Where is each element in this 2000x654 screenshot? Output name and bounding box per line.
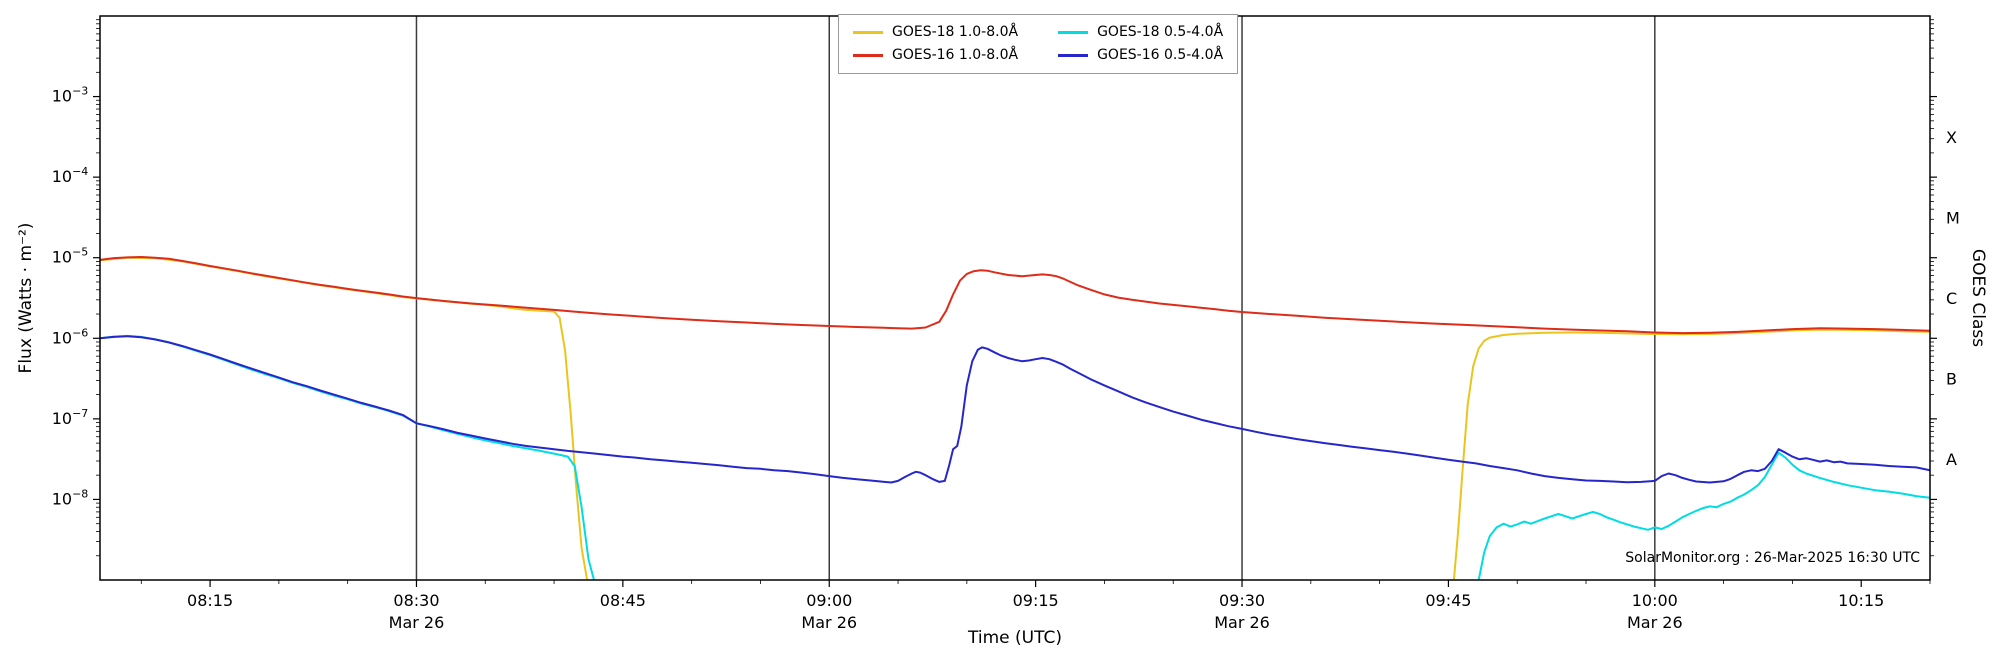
y-tick-label: 10−6	[52, 326, 89, 347]
goes-class-label: X	[1946, 128, 1957, 147]
goes-class-labels: X M C B A	[1946, 128, 1960, 469]
x-tick-label: 09:45	[1425, 591, 1471, 610]
x-tick-label: 10:00	[1632, 591, 1678, 610]
x-tick-label: 10:15	[1838, 591, 1884, 610]
date-label: Mar 26	[389, 613, 445, 632]
series-goes-16-1-0-8-0	[100, 256, 1930, 335]
x-tick-label: 08:15	[187, 591, 233, 610]
y-tick-label: 10−4	[52, 165, 89, 186]
series-segment	[100, 335, 1930, 484]
legend-line-swatch	[1058, 30, 1089, 34]
legend-item-goes-18-1-0-8-0: GOES-18 1.0-8.0Å	[853, 24, 1018, 40]
x-tick-label: 09:15	[1013, 591, 1059, 610]
y-axis-title: Flux (Watts · m⁻²)	[16, 222, 36, 374]
goes-class-label: C	[1946, 289, 1957, 308]
x-tick-label: 08:45	[600, 591, 646, 610]
series-lines	[100, 256, 1930, 580]
legend-label: GOES-18 0.5-4.0Å	[1097, 24, 1224, 40]
x-tick-label: 08:30	[393, 591, 439, 610]
goes-class-label: B	[1946, 370, 1957, 389]
series-segment	[1452, 328, 1930, 580]
y-tick-label: 10−7	[52, 407, 89, 428]
series-segment	[100, 256, 1930, 335]
series-goes-16-0-5-4-0	[100, 335, 1930, 484]
legend-item-goes-18-0-5-4-0: GOES-18 0.5-4.0Å	[1058, 24, 1223, 40]
date-label: Mar 26	[1627, 613, 1683, 632]
date-boundary-lines	[415, 16, 1656, 580]
legend-label: GOES-16 1.0-8.0Å	[892, 47, 1019, 63]
x-tick-label: 09:30	[1219, 591, 1265, 610]
goes-class-label: M	[1946, 208, 1960, 227]
goes-class-label: A	[1946, 450, 1957, 469]
legend: GOES-18 1.0-8.0Å GOES-16 1.0-8.0Å GOES-18 …	[838, 14, 1239, 74]
x-axis-title: Time (UTC)	[968, 628, 1062, 648]
y-tick-label: 10−3	[52, 85, 89, 106]
legend-item-goes-16-0-5-4-0: GOES-16 0.5-4.0Å	[1058, 47, 1223, 63]
y-tick-label: 10−5	[52, 246, 89, 267]
legend-label: GOES-18 1.0-8.0Å	[892, 24, 1019, 40]
y-tick-label: 10−8	[52, 487, 89, 508]
legend-line-swatch	[853, 53, 883, 57]
date-label: Mar 26	[1214, 613, 1270, 632]
x-tick-label: 09:00	[806, 591, 852, 610]
legend-label: GOES-16 0.5-4.0Å	[1097, 47, 1224, 63]
legend-item-goes-16-1-0-8-0: GOES-16 1.0-8.0Å	[853, 47, 1018, 63]
legend-line-swatch	[1058, 53, 1089, 57]
right-axis-title: GOES Class	[1968, 248, 1988, 348]
legend-line-swatch	[853, 30, 883, 34]
series-segment	[1477, 451, 1930, 580]
axis-ticks	[93, 19, 1937, 587]
date-label: Mar 26	[801, 613, 857, 632]
watermark-text: SolarMonitor.org : 26-Mar-2025 16:30 UTC	[1625, 550, 1920, 566]
